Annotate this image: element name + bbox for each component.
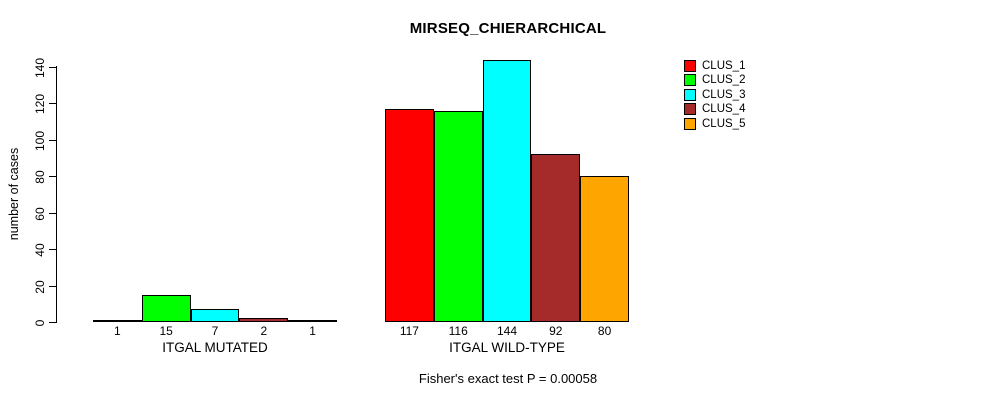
legend-swatch-clus_4 bbox=[684, 103, 696, 116]
bar-clus_5-mutated bbox=[288, 320, 337, 322]
bar-clus_3-wildtype bbox=[482, 60, 532, 322]
bar-value-label: 15 bbox=[159, 324, 173, 338]
bar-value-label: 92 bbox=[549, 324, 563, 338]
legend-label: CLUS_4 bbox=[702, 103, 746, 116]
bar-value-label: 117 bbox=[399, 324, 419, 338]
y-tick bbox=[49, 213, 56, 214]
bar-value-label: 2 bbox=[260, 324, 268, 338]
y-tick-label: 60 bbox=[33, 207, 47, 221]
bar-clus_2-wildtype bbox=[433, 111, 483, 322]
legend: CLUS_1 CLUS_2 CLUS_3 CLUS_4 CLUS_5 bbox=[684, 60, 745, 132]
y-tick-label: 40 bbox=[33, 243, 47, 257]
legend-item-clus_3: CLUS_3 bbox=[684, 88, 746, 101]
bar-value-label: 7 bbox=[211, 324, 219, 338]
fisher-test-annotation: Fisher's exact test P = 0.00058 bbox=[418, 371, 598, 386]
bar-value-label: 1 bbox=[114, 324, 121, 338]
bar-value-label: 116 bbox=[448, 324, 468, 338]
bar-value-label: 80 bbox=[597, 324, 612, 338]
chart-title: MIRSEQ_CHIERARCHICAL bbox=[409, 20, 607, 37]
y-tick-label: 120 bbox=[33, 93, 47, 115]
legend-item-clus_2: CLUS_2 bbox=[684, 74, 746, 87]
y-tick-label: 140 bbox=[33, 57, 47, 79]
y-tick bbox=[49, 67, 56, 68]
bar-clus_1-wildtype bbox=[385, 109, 434, 322]
y-tick bbox=[49, 322, 56, 323]
y-tick bbox=[49, 176, 56, 177]
y-tick-label: 80 bbox=[33, 170, 47, 184]
y-tick-label: 20 bbox=[33, 280, 47, 294]
bar-clus_3-mutated bbox=[190, 309, 240, 322]
legend-label: CLUS_1 bbox=[702, 60, 746, 72]
bar-clus_2-mutated bbox=[141, 295, 191, 322]
y-tick-label: 100 bbox=[33, 130, 47, 152]
legend-swatch-clus_3 bbox=[684, 88, 696, 101]
legend-label: CLUS_2 bbox=[702, 74, 746, 87]
y-tick bbox=[49, 286, 56, 287]
legend-swatch-clus_2 bbox=[684, 74, 696, 87]
bar-value-label: 144 bbox=[496, 324, 518, 338]
bar-value-label: 1 bbox=[309, 324, 316, 338]
legend-swatch-clus_5 bbox=[684, 117, 696, 130]
bar-clus_5-wildtype bbox=[580, 176, 629, 322]
legend-item-clus_4: CLUS_4 bbox=[684, 103, 746, 116]
y-tick-label: 0 bbox=[33, 319, 47, 327]
bar-clus_4-wildtype bbox=[531, 154, 581, 322]
y-tick bbox=[49, 103, 56, 104]
y-tick bbox=[49, 140, 56, 141]
legend-label: CLUS_5 bbox=[702, 117, 746, 130]
legend-item-clus_1: CLUS_1 bbox=[684, 60, 745, 72]
legend-swatch-clus_1 bbox=[684, 60, 696, 72]
legend-label: CLUS_3 bbox=[702, 88, 746, 101]
bar-clus_4-mutated bbox=[239, 318, 289, 322]
bar-clus_1-mutated bbox=[93, 320, 142, 322]
legend-item-clus_5: CLUS_5 bbox=[684, 117, 746, 130]
y-axis-line bbox=[56, 66, 57, 323]
x-axis-group-label: ITGAL WILD-TYPE bbox=[449, 340, 565, 355]
y-tick bbox=[49, 249, 56, 250]
x-axis-group-label: ITGAL MUTATED bbox=[162, 340, 268, 355]
